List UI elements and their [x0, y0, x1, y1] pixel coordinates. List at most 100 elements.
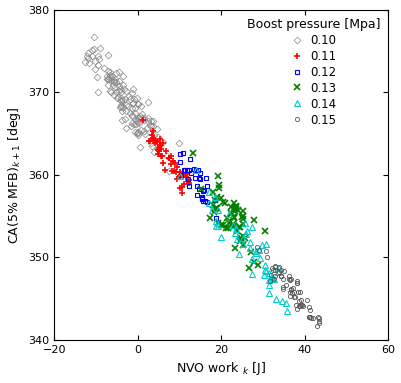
0.12	[200, 189, 205, 193]
0.14	[271, 277, 276, 282]
0.14	[216, 208, 221, 212]
0.14	[270, 275, 275, 279]
0.11	[180, 185, 184, 190]
0.14	[257, 247, 261, 252]
0.14	[210, 208, 215, 213]
0.11	[177, 174, 182, 179]
0.10	[91, 35, 96, 39]
0.14	[243, 232, 248, 236]
0.12	[214, 215, 219, 220]
0.11	[151, 136, 156, 141]
0.11	[158, 142, 163, 147]
0.11	[181, 182, 186, 186]
0.12	[213, 198, 218, 202]
0.11	[152, 141, 157, 145]
0.14	[247, 239, 252, 244]
0.12	[192, 167, 197, 172]
0.14	[267, 278, 271, 283]
0.13	[246, 265, 251, 270]
0.11	[186, 177, 191, 182]
0.10	[134, 130, 139, 135]
0.14	[178, 173, 182, 178]
0.15	[264, 254, 269, 259]
0.14	[249, 256, 254, 261]
0.10	[116, 70, 121, 74]
0.14	[237, 251, 242, 256]
0.12	[187, 168, 192, 172]
0.13	[251, 218, 256, 222]
0.14	[219, 234, 224, 239]
0.12	[189, 171, 194, 176]
0.11	[154, 139, 159, 144]
0.11	[184, 175, 188, 180]
Line: 0.14: 0.14	[177, 168, 290, 313]
0.12	[202, 188, 207, 192]
0.12	[204, 175, 209, 180]
0.14	[276, 270, 281, 275]
0.10	[130, 91, 134, 95]
0.12	[200, 195, 205, 200]
0.11	[156, 148, 160, 152]
0.14	[235, 236, 240, 241]
0.14	[249, 272, 254, 276]
0.14	[215, 223, 220, 228]
0.14	[259, 243, 264, 247]
0.11	[175, 177, 180, 182]
0.11	[184, 172, 189, 176]
0.12	[187, 184, 192, 188]
0.11	[179, 173, 184, 178]
0.12	[188, 157, 193, 161]
0.14	[279, 298, 284, 303]
0.14	[285, 308, 290, 313]
0.14	[263, 268, 268, 272]
0.13	[212, 210, 217, 214]
0.11	[169, 154, 174, 158]
0.12	[199, 194, 204, 199]
0.13	[233, 204, 238, 208]
0.11	[155, 152, 160, 157]
0.15	[273, 274, 277, 279]
0.14	[213, 218, 218, 223]
0.15	[272, 264, 277, 268]
0.11	[160, 154, 165, 159]
0.12	[203, 199, 207, 203]
0.12	[194, 183, 199, 188]
0.14	[214, 224, 219, 228]
0.14	[270, 277, 275, 282]
0.12	[184, 168, 189, 172]
0.14	[263, 241, 268, 246]
0.11	[140, 118, 145, 122]
0.14	[266, 271, 271, 276]
Line: 0.13: 0.13	[190, 149, 269, 271]
0.14	[247, 245, 252, 250]
0.14	[262, 262, 267, 267]
0.15	[255, 244, 259, 249]
0.11	[170, 159, 175, 163]
0.12	[200, 199, 205, 203]
0.14	[261, 273, 266, 277]
0.12	[182, 168, 186, 172]
0.12	[194, 168, 199, 172]
0.14	[241, 236, 246, 241]
0.12	[182, 168, 187, 172]
0.14	[233, 227, 238, 231]
0.14	[245, 229, 250, 233]
0.14	[213, 195, 218, 200]
0.14	[254, 250, 259, 255]
0.11	[178, 185, 182, 190]
0.11	[146, 139, 151, 143]
0.11	[166, 156, 171, 160]
0.14	[267, 291, 271, 295]
0.12	[194, 192, 199, 197]
0.11	[159, 154, 164, 159]
0.10	[136, 116, 140, 120]
0.12	[196, 176, 201, 181]
0.10	[107, 88, 112, 93]
0.14	[264, 269, 269, 273]
0.11	[152, 137, 157, 142]
0.15	[289, 288, 294, 293]
0.11	[174, 164, 179, 169]
Line: 0.15: 0.15	[255, 244, 336, 350]
0.14	[243, 220, 248, 225]
0.12	[205, 184, 209, 189]
